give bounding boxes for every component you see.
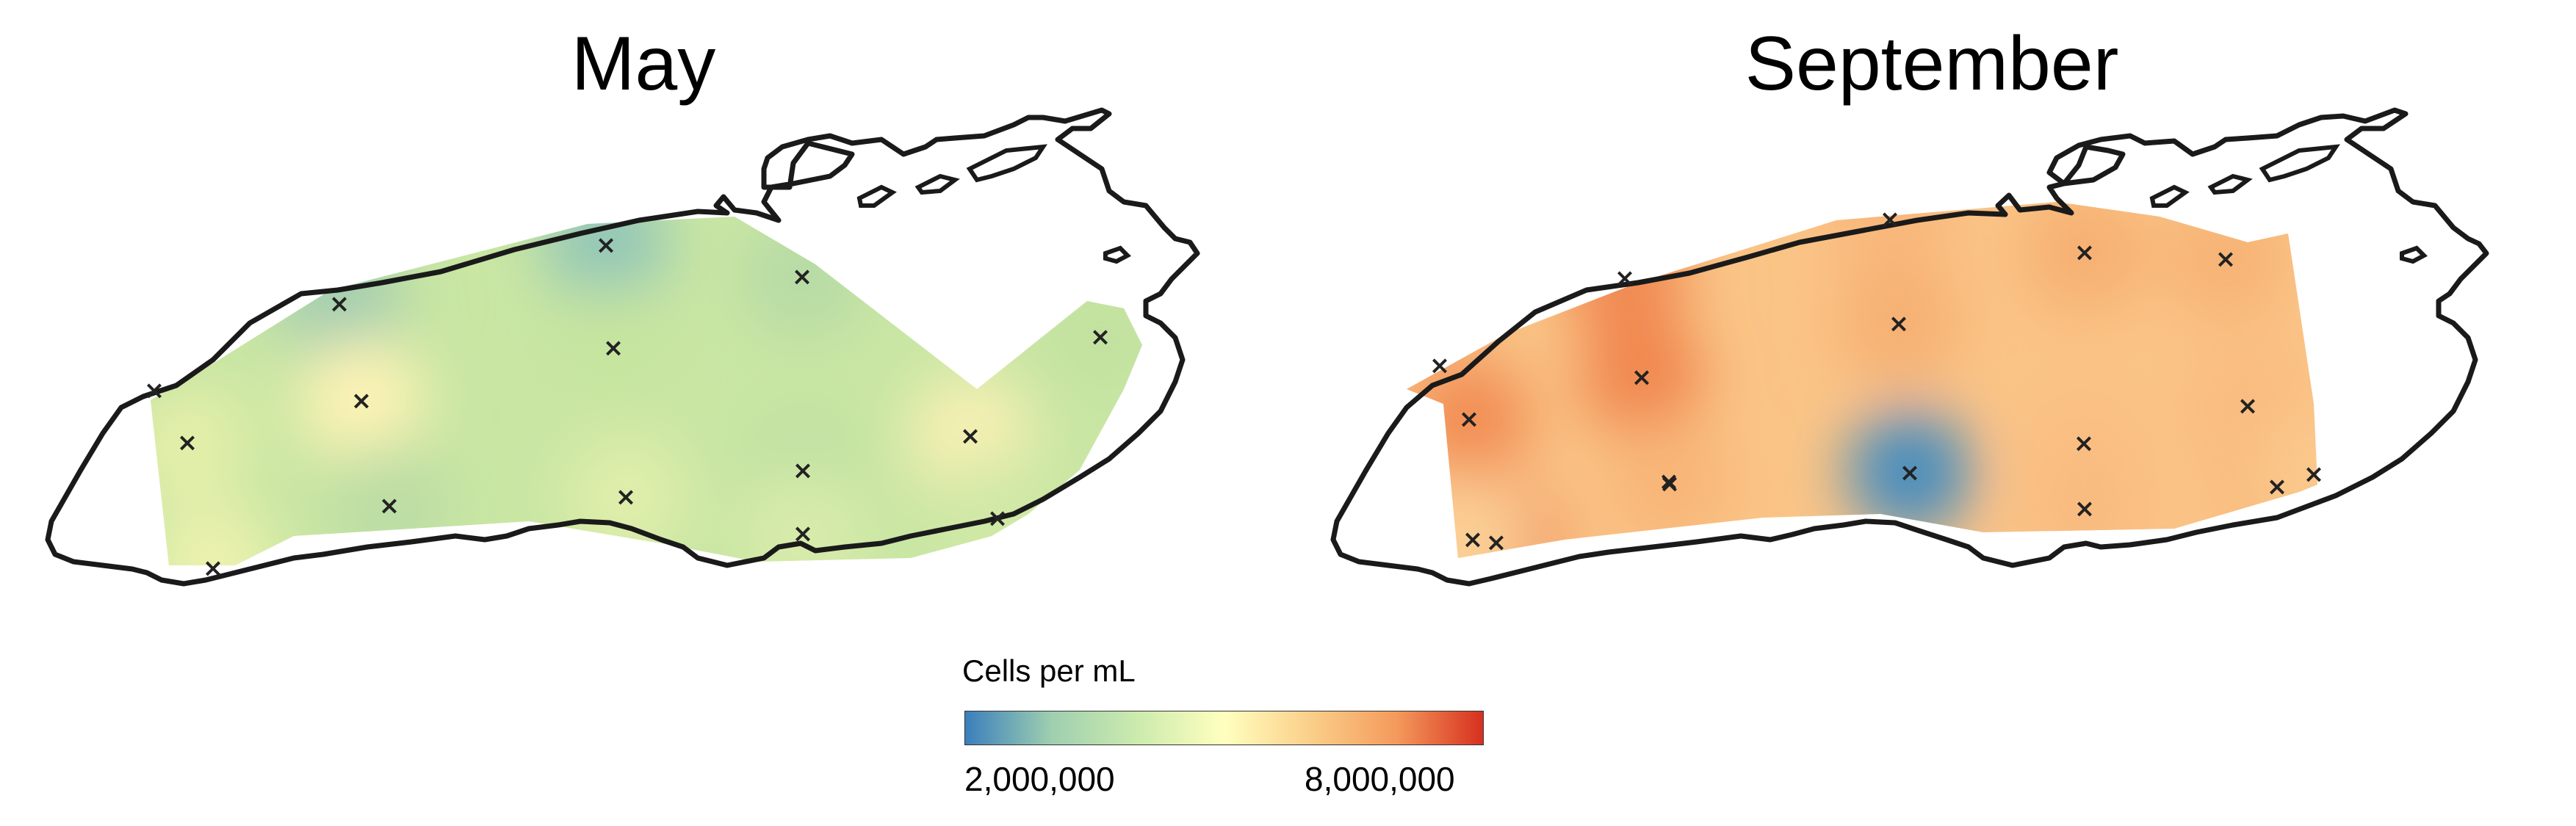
sep-station-marker: × [2074, 238, 2096, 267]
september-island-4 [2149, 184, 2190, 208]
sep-station-marker: × [1486, 528, 1507, 557]
sep-station-marker: × [2074, 494, 2096, 524]
may-station-blob [151, 505, 275, 565]
september-island-3 [2207, 173, 2253, 195]
sep-station-marker: × [2237, 391, 2259, 421]
sep-station-blob [1847, 410, 1972, 535]
may-island-1 [966, 144, 1048, 183]
sep-station-marker: × [1659, 467, 1680, 496]
sep-station-marker: × [2267, 472, 2288, 501]
may-island-2 [1103, 245, 1131, 264]
may-interpolated-field [151, 217, 1142, 565]
may-station-marker: × [329, 289, 350, 319]
may-station-marker: × [603, 333, 624, 363]
sep-station-marker: × [1659, 469, 1681, 499]
may-station-blob [544, 217, 668, 307]
sep-station-blob [1836, 261, 1961, 385]
may-station-marker: × [1090, 322, 1111, 352]
sep-station-marker: × [1631, 363, 1653, 392]
may-lake-outline [45, 107, 1200, 587]
sep-station-marker: × [1462, 525, 1484, 554]
may-station-marker: × [379, 491, 400, 521]
may-station-marker: × [203, 554, 224, 583]
may-station-marker: × [793, 456, 814, 485]
sep-station-blob [1607, 421, 1732, 546]
sep-station-marker: × [1899, 458, 1921, 488]
sep-station-marker: × [1614, 264, 1636, 293]
may-station-blob [551, 285, 676, 410]
september-island-1 [2259, 144, 2341, 183]
legend-color-bar [964, 711, 1484, 745]
sep-station-marker: × [1880, 205, 1901, 234]
may-station-blob [563, 434, 688, 559]
september-island-2 [2400, 245, 2428, 264]
sep-station-marker: × [1459, 405, 1480, 434]
may-station-marker: × [596, 231, 617, 260]
panel-title-september: September [1745, 21, 2119, 106]
may-stations: × × × × × × × × × × × × × × × [144, 231, 1111, 583]
sep-station-blob [1828, 202, 1952, 281]
may-station-marker: × [616, 482, 637, 512]
sep-station-blob [1579, 314, 1704, 439]
september-lake-outline [1330, 107, 2489, 587]
september-stations: ××× ××××××××××× ×××× [1429, 205, 2325, 557]
sep-station-blob [2022, 202, 2147, 314]
may-station-marker: × [960, 421, 981, 451]
may-station-marker: × [177, 428, 198, 457]
legend-title: Cells per mL [962, 653, 1136, 688]
may-station-marker: × [793, 519, 814, 548]
sep-station-marker: × [2215, 244, 2237, 274]
may-station-marker: × [144, 376, 165, 405]
september-interpolated-field [1407, 202, 2317, 558]
sep-station-marker: × [2074, 429, 2095, 458]
sep-station-marker: × [1429, 351, 1451, 380]
may-island-4 [856, 184, 897, 208]
may-station-marker: × [987, 504, 1009, 533]
may-island-3 [914, 173, 960, 195]
may-station-marker: × [792, 262, 813, 291]
may-station-blob [299, 338, 424, 463]
sep-station-marker: × [2303, 460, 2325, 489]
sep-station-marker: × [1888, 309, 1910, 338]
legend-tick-min: 2,000,000 [964, 760, 1115, 798]
may-station-marker: × [351, 386, 372, 416]
legend-tick-max: 8,000,000 [1305, 760, 1455, 798]
panel-title-may: May [571, 21, 716, 106]
